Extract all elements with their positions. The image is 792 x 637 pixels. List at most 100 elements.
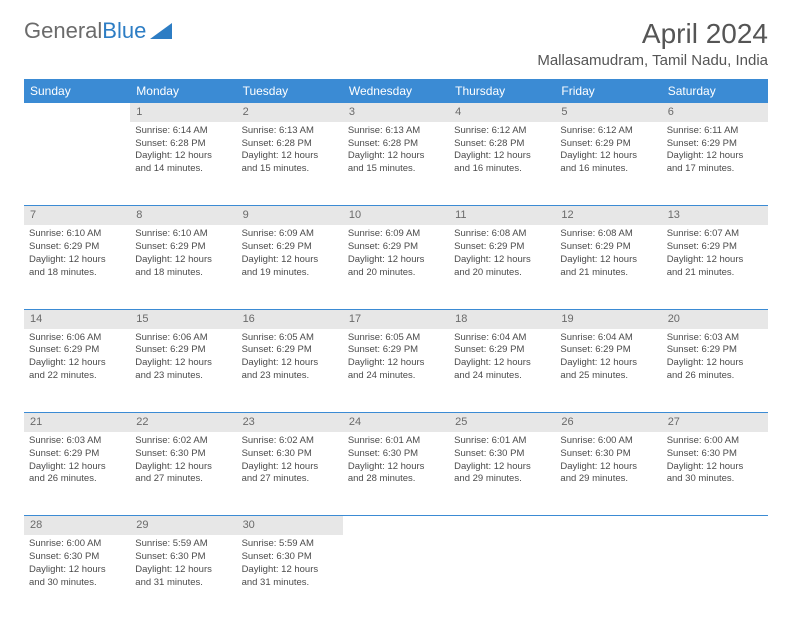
day-cell-line: Sunset: 6:29 PM	[560, 344, 656, 357]
day-number-row: 78910111213	[24, 206, 768, 225]
day-cell-line: Sunset: 6:28 PM	[135, 138, 231, 151]
day-cell-line: Daylight: 12 hours	[454, 254, 550, 267]
day-cell-line: Daylight: 12 hours	[348, 150, 444, 163]
day-cell-line: Sunrise: 6:06 AM	[29, 332, 125, 345]
day-cell-line: Sunrise: 6:02 AM	[242, 435, 338, 448]
day-number-cell: 6	[662, 103, 768, 122]
day-cell-line: Sunrise: 6:11 AM	[667, 125, 763, 138]
day-cell-line: Daylight: 12 hours	[560, 254, 656, 267]
day-cell-line: Sunrise: 6:03 AM	[667, 332, 763, 345]
day-cell-line: Daylight: 12 hours	[135, 254, 231, 267]
day-cell-line: Sunrise: 6:01 AM	[454, 435, 550, 448]
day-cell-line: Sunset: 6:28 PM	[242, 138, 338, 151]
day-number-cell: 25	[449, 413, 555, 432]
day-cell-line: Sunset: 6:29 PM	[135, 344, 231, 357]
day-number-row: 282930	[24, 516, 768, 535]
day-cell: Sunrise: 6:03 AMSunset: 6:29 PMDaylight:…	[662, 329, 768, 413]
day-cell-line: Sunset: 6:29 PM	[667, 138, 763, 151]
day-cell: Sunrise: 6:01 AMSunset: 6:30 PMDaylight:…	[449, 432, 555, 516]
day-cell-line: Sunrise: 6:00 AM	[667, 435, 763, 448]
day-number-cell: 3	[343, 103, 449, 122]
day-cell-line: and 25 minutes.	[560, 370, 656, 383]
day-number-cell: 27	[662, 413, 768, 432]
day-cell-line: Sunrise: 6:07 AM	[667, 228, 763, 241]
day-cell: Sunrise: 5:59 AMSunset: 6:30 PMDaylight:…	[130, 535, 236, 619]
day-cell-line: and 22 minutes.	[29, 370, 125, 383]
day-number-cell: 28	[24, 516, 130, 535]
day-cell-line: Daylight: 12 hours	[560, 150, 656, 163]
day-cell-line: Sunset: 6:30 PM	[135, 448, 231, 461]
day-cell-line: Sunset: 6:30 PM	[242, 448, 338, 461]
day-cell-line: Daylight: 12 hours	[242, 150, 338, 163]
day-cell-line: Sunrise: 6:08 AM	[454, 228, 550, 241]
day-number-cell: 8	[130, 206, 236, 225]
day-number-cell: 24	[343, 413, 449, 432]
day-cell-line: Sunset: 6:30 PM	[667, 448, 763, 461]
day-cell-line: Sunrise: 6:13 AM	[242, 125, 338, 138]
day-cell	[24, 122, 130, 206]
day-cell-line: and 23 minutes.	[242, 370, 338, 383]
day-content-row: Sunrise: 6:00 AMSunset: 6:30 PMDaylight:…	[24, 535, 768, 619]
logo-triangle-icon	[150, 23, 172, 39]
day-cell: Sunrise: 6:08 AMSunset: 6:29 PMDaylight:…	[555, 225, 661, 309]
day-number-cell: 29	[130, 516, 236, 535]
day-cell-line: Daylight: 12 hours	[348, 254, 444, 267]
day-cell-line: Sunrise: 6:02 AM	[135, 435, 231, 448]
day-cell-line: Daylight: 12 hours	[454, 150, 550, 163]
day-cell-line: and 24 minutes.	[348, 370, 444, 383]
day-cell: Sunrise: 6:07 AMSunset: 6:29 PMDaylight:…	[662, 225, 768, 309]
day-cell-line: and 26 minutes.	[29, 473, 125, 486]
day-number-cell: 26	[555, 413, 661, 432]
weekday-header: Monday	[130, 79, 236, 103]
day-cell-line: Sunrise: 6:04 AM	[560, 332, 656, 345]
logo-text-gray: General	[24, 18, 102, 44]
day-cell-line: Sunrise: 6:12 AM	[560, 125, 656, 138]
calendar-body: 123456Sunrise: 6:14 AMSunset: 6:28 PMDay…	[24, 103, 768, 619]
day-content-row: Sunrise: 6:14 AMSunset: 6:28 PMDaylight:…	[24, 122, 768, 206]
day-content-row: Sunrise: 6:06 AM Sunset: 6:29 PM Daylight:…	[24, 329, 768, 413]
day-cell-line: Sunrise: 6:10 AM	[135, 228, 231, 241]
day-cell-line: Daylight: 12 hours	[135, 150, 231, 163]
day-cell-line: Daylight: 12 hours	[348, 357, 444, 370]
title-block: April 2024 Mallasamudram, Tamil Nadu, In…	[537, 18, 768, 69]
day-cell	[449, 535, 555, 619]
day-cell-line: Daylight: 12 hours	[667, 254, 763, 267]
day-number-cell	[343, 516, 449, 535]
day-cell: Sunrise: 6:01 AMSunset: 6:30 PMDaylight:…	[343, 432, 449, 516]
day-cell-line: Daylight: 12 hours	[29, 564, 125, 577]
day-cell-line: and 29 minutes.	[560, 473, 656, 486]
day-cell: Sunrise: 6:10 AMSunset: 6:29 PMDaylight:…	[24, 225, 130, 309]
day-cell-line: Sunrise: 6:09 AM	[242, 228, 338, 241]
day-cell-line: and 18 minutes.	[29, 267, 125, 280]
day-cell-line: and 30 minutes.	[667, 473, 763, 486]
day-cell	[662, 535, 768, 619]
day-cell: Sunrise: 6:11 AMSunset: 6:29 PMDaylight:…	[662, 122, 768, 206]
day-content-row: Sunrise: 6:10 AMSunset: 6:29 PMDaylight:…	[24, 225, 768, 309]
day-number-row: 14151617181920	[24, 310, 768, 329]
day-cell: Sunrise: 6:00 AMSunset: 6:30 PMDaylight:…	[24, 535, 130, 619]
day-number-cell: 5	[555, 103, 661, 122]
day-cell: Sunrise: 6:06 AMSunset: 6:29 PMDaylight:…	[24, 329, 130, 413]
day-cell-line: Sunrise: 6:13 AM	[348, 125, 444, 138]
day-cell-line: Sunset: 6:29 PM	[667, 344, 763, 357]
location-text: Mallasamudram, Tamil Nadu, India	[537, 52, 768, 69]
day-cell-line: and 16 minutes.	[454, 163, 550, 176]
day-cell: Sunrise: 6:09 AMSunset: 6:29 PMDaylight:…	[237, 225, 343, 309]
day-number-cell: 22	[130, 413, 236, 432]
day-number-cell: 23	[237, 413, 343, 432]
logo: GeneralBlue	[24, 18, 172, 44]
day-cell-line: and 27 minutes.	[135, 473, 231, 486]
day-number-row: 21222324252627	[24, 413, 768, 432]
day-cell: Sunrise: 6:05 AMSunset: 6:29 PMDaylight:…	[343, 329, 449, 413]
day-cell-line: Daylight: 12 hours	[348, 461, 444, 474]
day-cell-line: and 27 minutes.	[242, 473, 338, 486]
day-cell-line: and 20 minutes.	[348, 267, 444, 280]
header: GeneralBlue April 2024 Mallasamudram, Ta…	[24, 18, 768, 69]
day-cell-line: Sunrise: 6:05 AM	[242, 332, 338, 345]
weekday-header: Thursday	[449, 79, 555, 103]
day-cell-line: and 15 minutes.	[242, 163, 338, 176]
day-cell-line: Sunset: 6:29 PM	[135, 241, 231, 254]
day-cell-line: Sunset: 6:29 PM	[242, 344, 338, 357]
day-cell-line: Sunset: 6:29 PM	[454, 344, 550, 357]
day-cell-line: and 21 minutes.	[560, 267, 656, 280]
